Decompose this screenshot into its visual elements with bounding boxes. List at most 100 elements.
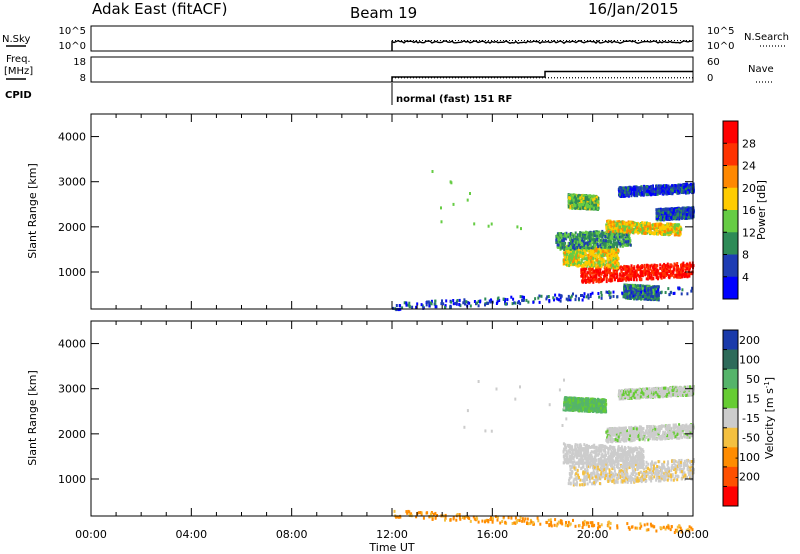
power-cell — [609, 278, 612, 282]
power-cell — [607, 225, 610, 229]
power-cell — [644, 185, 647, 189]
power-cell — [593, 269, 596, 273]
power-cell — [643, 231, 646, 235]
power-cell — [583, 274, 586, 278]
power-cell — [640, 223, 643, 227]
power-cell — [583, 234, 586, 237]
power-cell — [560, 246, 563, 250]
power-cell — [607, 267, 610, 271]
power-cell — [675, 274, 678, 277]
power-cell — [621, 228, 624, 232]
power-cell — [592, 235, 594, 239]
power-cell — [634, 225, 637, 229]
power-cell — [658, 190, 661, 194]
power-cell — [589, 198, 592, 201]
power-cell — [670, 228, 673, 232]
power-cell — [627, 236, 630, 240]
power-cell — [637, 192, 639, 196]
freq-left-tick-bottom: 8 — [80, 73, 86, 84]
power-cell — [596, 257, 598, 261]
power-cell — [595, 249, 598, 253]
power-cell — [637, 187, 640, 191]
power-cell — [666, 207, 669, 211]
power-cell — [677, 184, 680, 188]
power-cell — [577, 197, 579, 201]
power-cell — [634, 185, 637, 189]
power-cell — [575, 256, 578, 260]
power-cell — [597, 206, 600, 210]
power-cell — [673, 265, 675, 269]
power-cell — [582, 196, 585, 200]
power-cell — [600, 245, 603, 249]
power-cell — [586, 196, 589, 200]
power-cell — [648, 224, 651, 228]
power-cell — [667, 184, 670, 188]
power-cell — [618, 192, 621, 196]
power-cell — [586, 205, 589, 209]
power-cell — [574, 263, 577, 267]
power-cell — [605, 275, 608, 279]
power-cell — [636, 264, 639, 268]
power-cell — [616, 237, 619, 241]
power-cell — [563, 248, 566, 251]
power-cell — [591, 277, 594, 281]
power-cell — [645, 189, 648, 193]
power-cell — [612, 220, 615, 224]
power-cell — [652, 192, 655, 196]
power-cell — [583, 231, 586, 235]
power-cell — [648, 191, 651, 195]
power-cell — [632, 271, 635, 275]
power-cell — [656, 269, 659, 273]
power-cell — [629, 225, 632, 229]
power-cell — [581, 254, 584, 258]
power-cell — [606, 243, 609, 247]
power-cell — [675, 227, 678, 231]
power-cell — [635, 189, 638, 193]
power-cell — [645, 192, 648, 196]
power-cell — [597, 201, 599, 205]
power-cell — [602, 245, 605, 249]
power-cell — [644, 187, 647, 191]
power-cell — [573, 249, 576, 252]
power-cell — [668, 188, 671, 191]
power-cell — [584, 280, 587, 284]
power-cell — [676, 271, 679, 275]
power-cell — [623, 230, 626, 234]
power-cell — [590, 233, 593, 237]
nave-right-tick-top: 60 — [707, 57, 720, 68]
power-cell — [577, 243, 580, 247]
power-cell — [564, 241, 567, 245]
power-cell — [675, 266, 678, 270]
power-cell — [610, 265, 613, 269]
power-cell — [563, 234, 566, 238]
power-cell — [681, 213, 684, 217]
power-cell — [591, 238, 594, 242]
power-cell — [665, 216, 668, 220]
power-cell — [578, 233, 581, 237]
power-cell — [680, 213, 682, 217]
cpid-label: CPID — [5, 90, 32, 101]
power-cell — [600, 243, 603, 247]
power-cell — [661, 274, 664, 278]
power-cell — [584, 250, 587, 254]
power-cell — [599, 247, 601, 251]
power-cell — [685, 213, 688, 216]
power-cell — [677, 227, 680, 230]
power-cell — [625, 192, 628, 196]
power-cell — [613, 235, 616, 239]
power-cell — [575, 201, 578, 205]
power-cell — [633, 191, 636, 195]
power-cell — [614, 272, 617, 276]
power-cell — [629, 268, 632, 272]
power-cell — [581, 231, 584, 235]
power-cell — [560, 234, 563, 237]
power-cell — [635, 187, 638, 191]
power-cell — [669, 231, 672, 235]
power-cell — [630, 264, 633, 268]
power-cell — [681, 206, 684, 210]
power-cell — [611, 244, 613, 248]
power-cell — [676, 231, 679, 235]
power-cell — [580, 235, 583, 239]
power-cell — [677, 265, 679, 268]
power-cell — [585, 267, 587, 271]
